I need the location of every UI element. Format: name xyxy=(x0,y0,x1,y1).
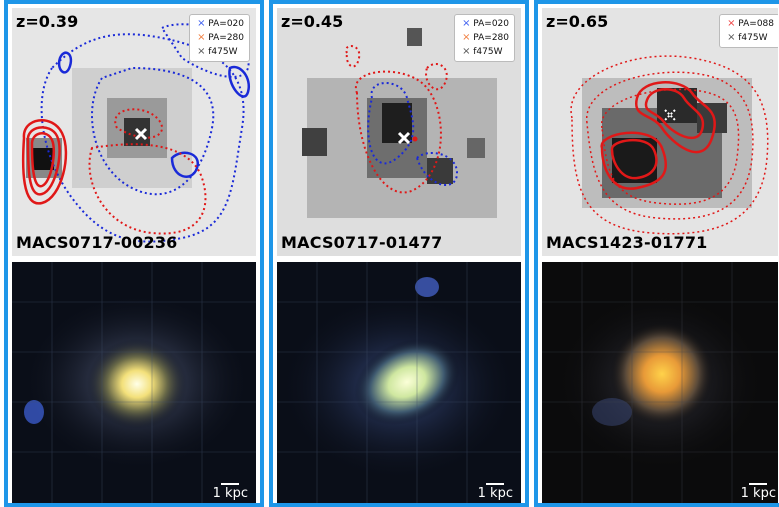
legend-entry: × f475W xyxy=(197,46,238,57)
object-name: MACS0717-01477 xyxy=(281,233,443,252)
legend-entry: × PA=280 xyxy=(197,32,244,43)
legend: × PA=020 × PA=280 × f475W xyxy=(189,14,250,62)
galaxy-image-1 xyxy=(12,262,256,503)
redshift-label: z=0.39 xyxy=(16,12,79,31)
color-image-3: 1 kpc xyxy=(542,262,778,503)
legend-entry: × PA=088 xyxy=(727,18,774,29)
legend-entry: × PA=020 xyxy=(462,18,509,29)
galaxy-panel-3: z=0.65 × PA=088 × f475W MACS1423-01771 xyxy=(534,0,779,507)
emission-map-2: z=0.45 × PA=020 × PA=280 × f475W MACS0717-0… xyxy=(277,8,521,256)
galaxy-panel-1: z=0.39 × PA=020 × PA=280 × f475W MACS0717-0… xyxy=(4,0,264,507)
galaxy-image-3 xyxy=(542,262,778,503)
redshift-label: z=0.45 xyxy=(281,12,344,31)
scale-bar: 1 kpc xyxy=(478,483,513,501)
legend: × PA=088 × f475W xyxy=(719,14,778,48)
legend-entry: × f475W xyxy=(462,46,503,57)
galaxy-panel-2: z=0.45 × PA=020 × PA=280 × f475W MACS0717-0… xyxy=(269,0,529,507)
emission-map-1: z=0.39 × PA=020 × PA=280 × f475W MACS0717-0… xyxy=(12,8,256,256)
legend-entry: × PA=280 xyxy=(462,32,509,43)
emission-map-3: z=0.65 × PA=088 × f475W MACS1423-01771 xyxy=(542,8,778,256)
scale-bar-line xyxy=(749,483,768,485)
galaxy-image-2 xyxy=(277,262,521,503)
scale-bar-label: 1 kpc xyxy=(477,486,513,501)
scale-bar-line xyxy=(486,483,505,485)
center-marker-1 xyxy=(134,127,148,141)
redshift-label: z=0.65 xyxy=(546,12,609,31)
legend-entry: × f475W xyxy=(727,32,768,43)
object-name: MACS0717-00236 xyxy=(16,233,178,252)
scale-bar-label: 1 kpc xyxy=(212,486,248,501)
scale-bar-label: 1 kpc xyxy=(740,486,776,501)
object-name: MACS1423-01771 xyxy=(546,233,708,252)
scale-bar: 1 kpc xyxy=(213,483,248,501)
scale-bar-line xyxy=(221,483,240,485)
color-image-2: 1 kpc xyxy=(277,262,521,503)
center-marker-2 xyxy=(397,131,411,145)
legend: × PA=020 × PA=280 × f475W xyxy=(454,14,515,62)
scale-bar: 1 kpc xyxy=(741,483,776,501)
color-image-1: 1 kpc xyxy=(12,262,256,503)
contour-plot-3 xyxy=(542,8,778,256)
legend-entry: × PA=020 xyxy=(197,18,244,29)
